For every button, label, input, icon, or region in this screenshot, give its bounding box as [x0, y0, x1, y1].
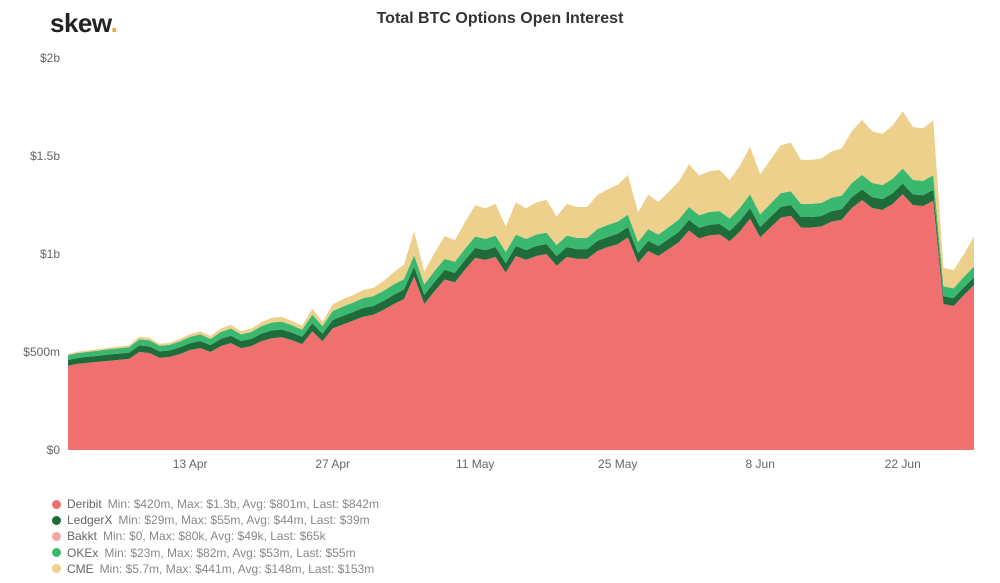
x-axis-tick-label: 27 Apr	[315, 457, 350, 471]
chart-legend: Deribit Min: $420m, Max: $1.3b, Avg: $80…	[52, 496, 379, 577]
legend-item-ledgerx[interactable]: LedgerX Min: $29m, Max: $55m, Avg: $44m,…	[52, 512, 379, 528]
legend-series-name: OKEx	[67, 545, 98, 561]
chart-title: Total BTC Options Open Interest	[0, 10, 1000, 28]
chart-container: $0 $500m $1b $1.5b $2b 13 Apr 27 Apr 11 May 25 M…	[10, 48, 980, 478]
y-axis-tick-label: $2b	[40, 51, 60, 65]
y-axis-tick-label: $1b	[40, 247, 60, 261]
legend-swatch	[52, 564, 61, 573]
x-axis-tick-label: 11 May	[456, 457, 494, 471]
legend-item-bakkt[interactable]: Bakkt Min: $0, Max: $80k, Avg: $49k, Las…	[52, 528, 379, 544]
legend-series-name: LedgerX	[67, 512, 112, 528]
x-axis-tick-label: 8 Jun	[746, 457, 775, 471]
y-axis-tick-label: $500m	[23, 345, 60, 359]
legend-series-stats: Min: $5.7m, Max: $441m, Avg: $148m, Last…	[100, 561, 375, 577]
x-axis-tick-label: 22 Jun	[885, 457, 921, 471]
x-axis-tick-label: 25 May	[598, 457, 637, 471]
legend-series-stats: Min: $23m, Max: $82m, Avg: $53m, Last: $…	[104, 545, 355, 561]
y-axis-tick-label: $1.5b	[30, 149, 60, 163]
legend-item-cme[interactable]: CME Min: $5.7m, Max: $441m, Avg: $148m, …	[52, 561, 379, 577]
legend-swatch	[52, 532, 61, 541]
legend-series-name: Bakkt	[67, 528, 97, 544]
legend-series-name: Deribit	[67, 496, 102, 512]
legend-swatch	[52, 516, 61, 525]
legend-swatch	[52, 548, 61, 557]
legend-series-name: CME	[67, 561, 94, 577]
legend-item-okex[interactable]: OKEx Min: $23m, Max: $82m, Avg: $53m, La…	[52, 545, 379, 561]
stacked-area-chart: $0 $500m $1b $1.5b $2b 13 Apr 27 Apr 11 May 25 M…	[10, 48, 980, 478]
legend-swatch	[52, 500, 61, 509]
legend-series-stats: Min: $29m, Max: $55m, Avg: $44m, Last: $…	[118, 512, 369, 528]
x-axis-tick-label: 13 Apr	[173, 457, 208, 471]
legend-item-deribit[interactable]: Deribit Min: $420m, Max: $1.3b, Avg: $80…	[52, 496, 379, 512]
y-axis-tick-label: $0	[47, 443, 61, 457]
legend-series-stats: Min: $0, Max: $80k, Avg: $49k, Last: $65…	[103, 528, 326, 544]
legend-series-stats: Min: $420m, Max: $1.3b, Avg: $801m, Last…	[108, 496, 379, 512]
